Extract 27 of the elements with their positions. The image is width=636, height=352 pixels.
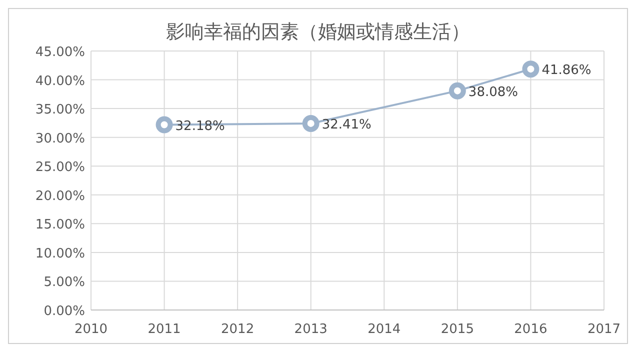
y-tick-label: 10.00% [35,246,85,262]
x-tick-label: 2014 [368,322,401,337]
data-label: 32.41% [322,117,372,132]
y-tick-label: 5.00% [44,275,85,290]
y-tick-label: 40.00% [35,74,85,89]
point [522,60,540,78]
x-tick-label: 2010 [74,322,108,337]
point [302,114,320,132]
y-tick-label: 30.00% [35,131,85,146]
point [448,82,466,100]
point [156,116,173,134]
y-tick-label: 45.00% [35,45,85,60]
data-label: 32.18% [175,118,225,134]
data-label: 38.08% [468,84,518,100]
x-tick-label: 2011 [148,322,181,337]
x-tick-label: 2016 [514,322,548,337]
x-tick-label: 2017 [587,322,621,337]
x-tick-label: 2013 [294,322,328,337]
x-tick-label: 2012 [221,322,254,337]
y-tick-label: 35.00% [35,102,85,118]
y-tick-label: 25.00% [35,160,85,176]
y-tick-label: 15.00% [35,218,85,233]
chart-title: 影响幸福的因素（婚姻或情感生活） [166,21,470,43]
x-tick-label: 2015 [440,322,474,337]
y-tick-label: 0.00% [44,304,85,319]
data-label: 41.86% [542,63,592,78]
y-tick-label: 20.00% [35,188,85,204]
